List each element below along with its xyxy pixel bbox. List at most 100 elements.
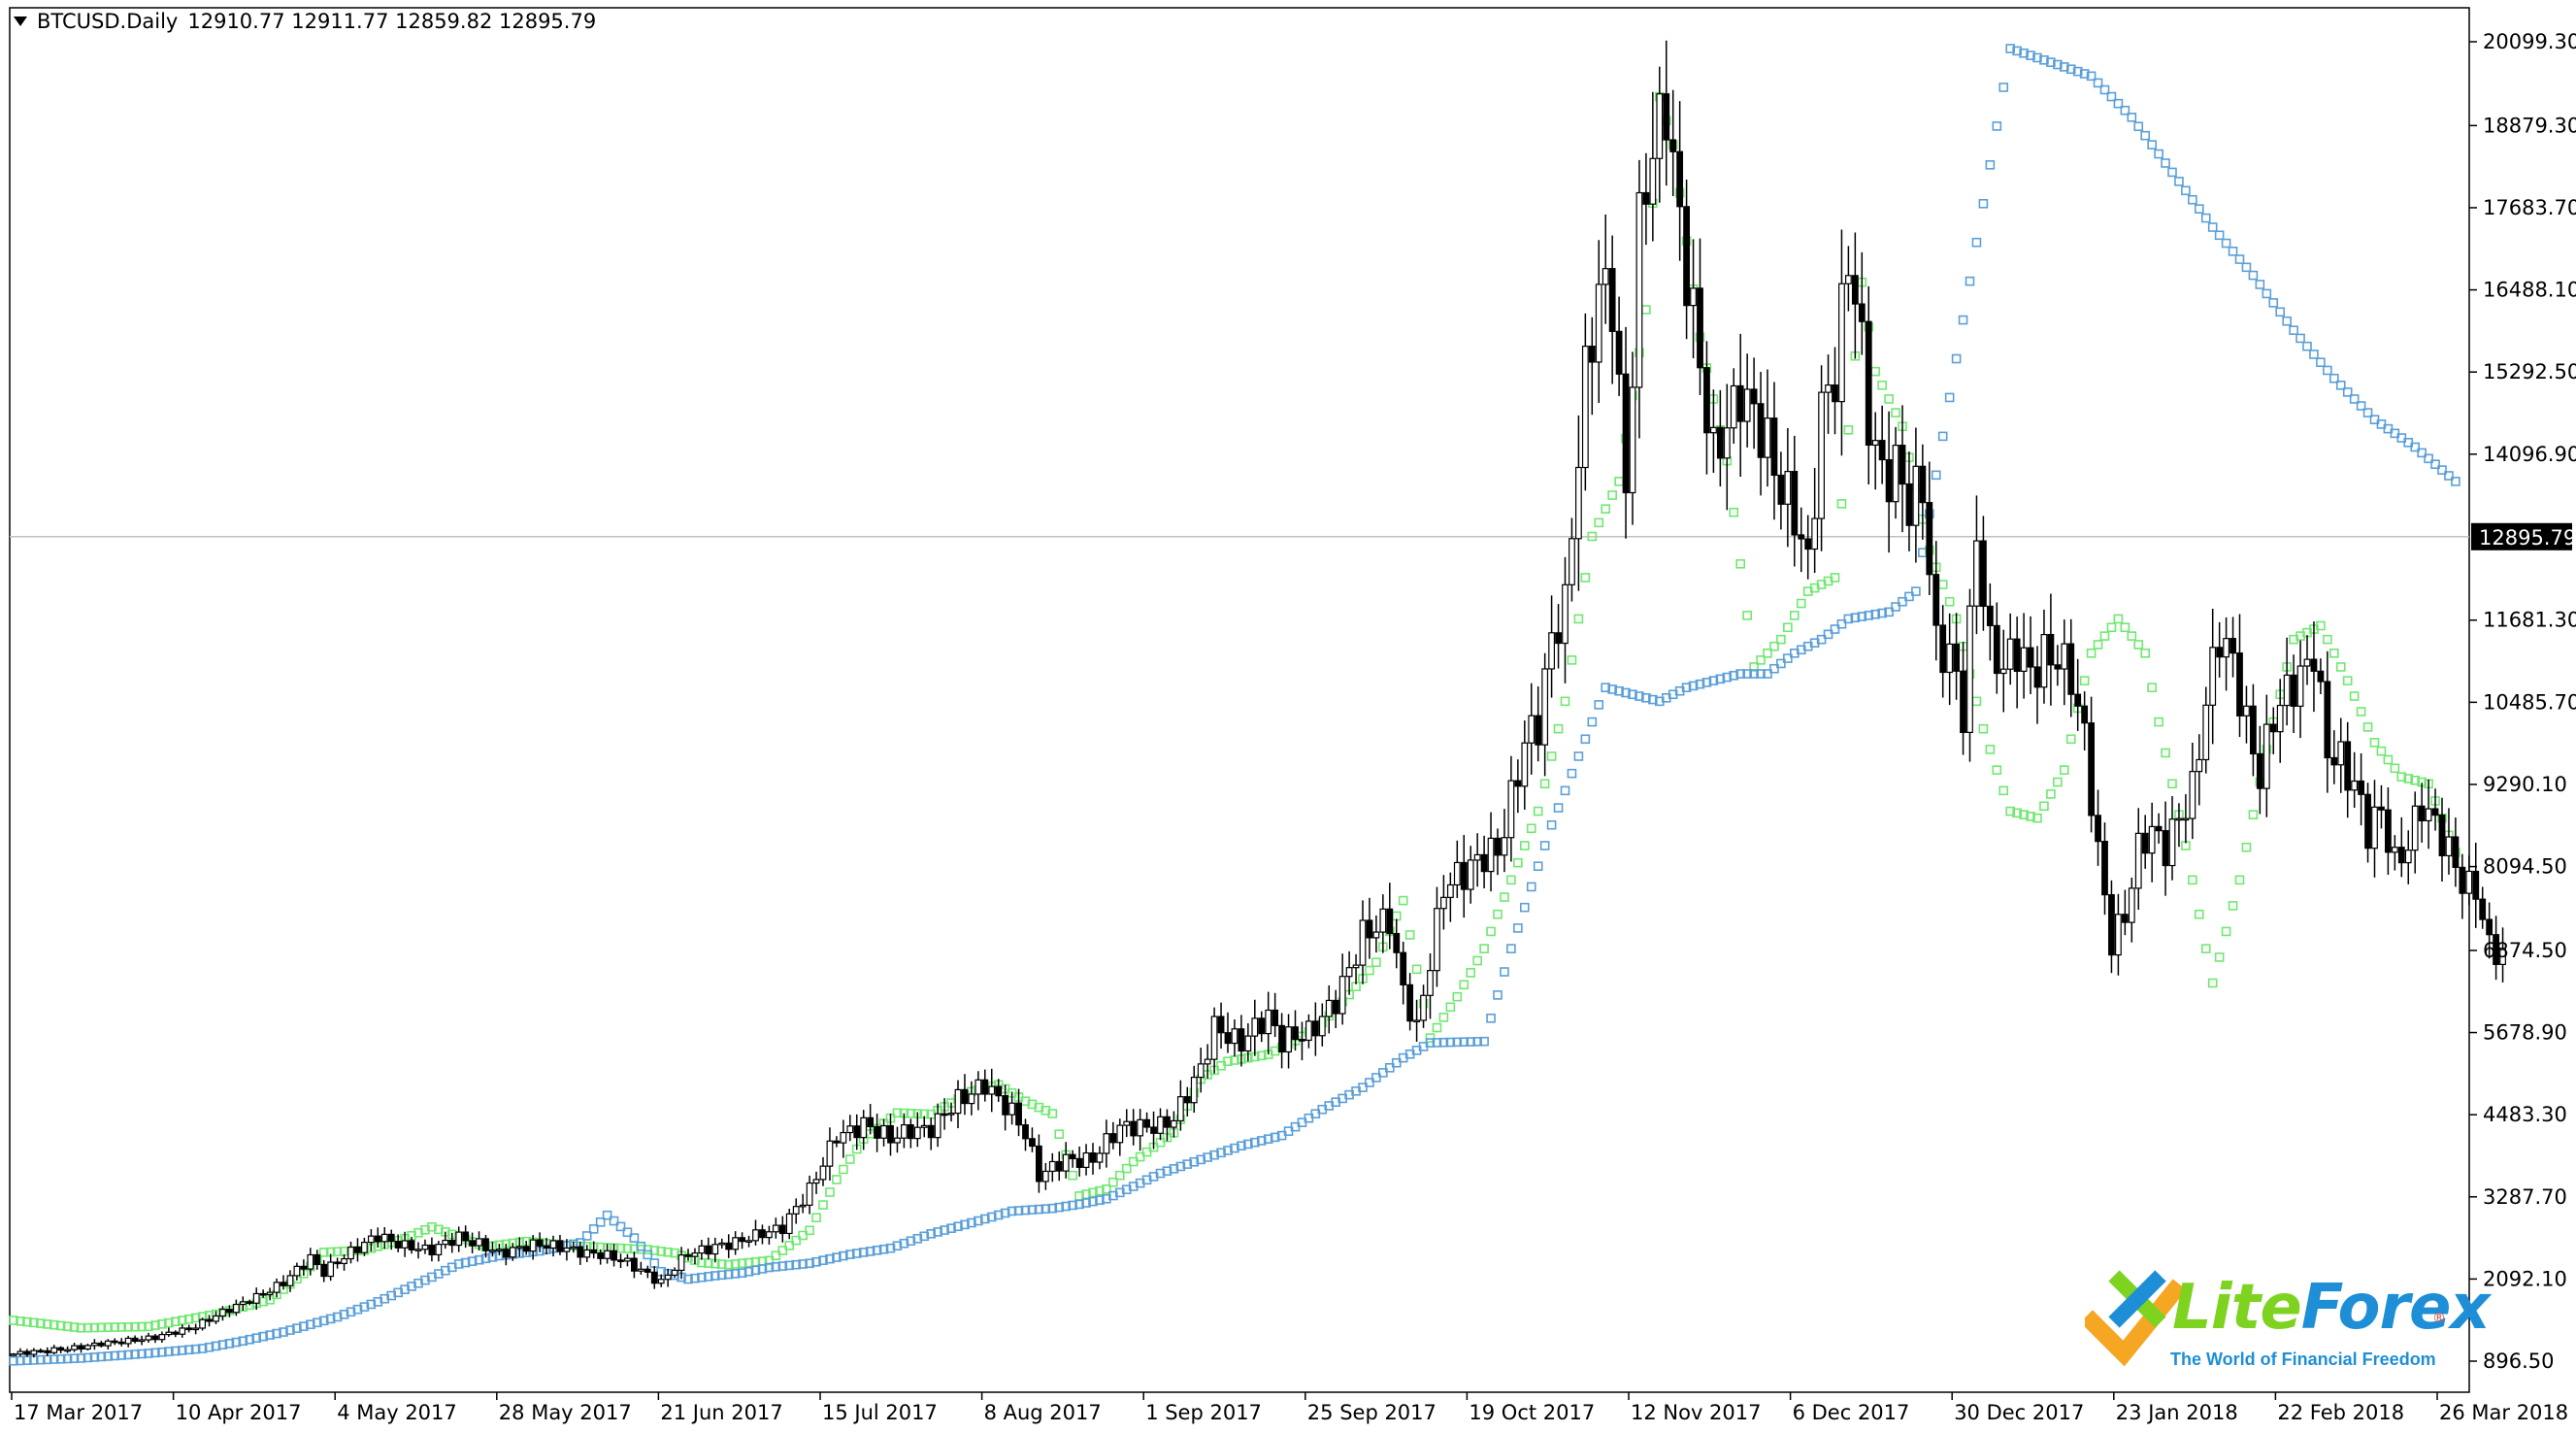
symbol-header[interactable]: BTCUSD.Daily 12910.77 12911.77 12859.82 … — [14, 10, 596, 33]
candle-body — [23, 1350, 31, 1355]
psar-bear-dot — [1971, 237, 1982, 248]
psar-bear-dot — [690, 1273, 700, 1283]
candle-body — [1953, 643, 1961, 672]
psar-bear-dot — [1601, 683, 1610, 692]
candle-body — [1629, 386, 1636, 494]
psar-bear-dot — [1708, 676, 1719, 685]
candle-body — [1574, 466, 1582, 540]
psar-bear-dot — [1466, 1037, 1475, 1047]
candle-body — [867, 1116, 875, 1128]
candle-body — [1939, 624, 1947, 674]
candle-body — [880, 1124, 887, 1139]
psar-bull-dot — [656, 1247, 667, 1256]
psar-bull-dot — [1776, 634, 1786, 645]
psar-bear-dot — [116, 1350, 126, 1360]
psar-bull-dot — [1601, 504, 1610, 514]
psar-bear-dot — [899, 1238, 909, 1249]
psar-bear-dot — [2093, 78, 2103, 88]
y-tick-label: 2092.10 — [2483, 1267, 2567, 1290]
candle-body — [1541, 668, 1549, 746]
psar-bull-dot — [427, 1221, 437, 1232]
candle-body — [2283, 674, 2291, 707]
candle-body — [1075, 1157, 1083, 1168]
candle-body — [1683, 206, 1691, 307]
psar-bear-dot — [2417, 448, 2427, 458]
x-tick-label: 17 Mar 2017 — [14, 1401, 143, 1424]
candle-body — [2479, 898, 2487, 920]
psar-bull-dot — [1500, 892, 1509, 902]
candle-body — [1265, 1009, 1272, 1035]
psar-bear-dot — [2207, 222, 2218, 232]
psar-bear-dot — [2188, 194, 2197, 205]
candle-body — [286, 1275, 294, 1286]
candle-body — [698, 1245, 706, 1254]
y-tick-label: 896.50 — [2483, 1350, 2554, 1373]
psar-bull-dot — [743, 1257, 754, 1268]
psar-bear-dot — [231, 1337, 242, 1348]
psar-bear-dot — [1472, 1037, 1482, 1047]
current-price-badge — [2471, 522, 2572, 550]
candle-body — [1096, 1152, 1104, 1163]
candle-body — [1130, 1120, 1138, 1137]
psar-bear-dot — [798, 1259, 808, 1269]
psar-bear-dot — [2262, 288, 2272, 299]
candle-body — [1690, 287, 1697, 307]
psar-bull-dot — [2026, 812, 2035, 821]
candle-body — [2067, 643, 2075, 695]
candle-body — [2074, 693, 2082, 707]
psar-bear-dot — [1681, 683, 1692, 692]
psar-bull-dot — [737, 1258, 747, 1269]
candle-body — [1555, 632, 1562, 645]
psar-bull-dot — [1438, 1013, 1449, 1022]
psar-bear-dot — [865, 1247, 875, 1256]
candle-body — [2006, 638, 2014, 670]
candle-body — [1730, 384, 1737, 429]
psar-bear-dot — [2349, 394, 2360, 404]
candle-body — [1494, 837, 1502, 856]
psar-bear-dot — [1500, 967, 1509, 977]
psar-bear-dot — [629, 1233, 640, 1243]
candle-body — [1804, 538, 1812, 550]
psar-bear-dot — [69, 1353, 80, 1364]
candle-body — [657, 1279, 665, 1284]
psar-bull-dot — [832, 1175, 842, 1184]
psar-bear-dot — [76, 1353, 86, 1363]
psar-bear-dot — [588, 1224, 599, 1234]
psar-bear-dot — [1937, 431, 1948, 442]
x-tick-label: 15 Jul 2017 — [822, 1401, 938, 1424]
candle-body — [2397, 847, 2405, 864]
candle-body — [2499, 948, 2506, 965]
candle-body — [812, 1179, 820, 1184]
psar-bear-dot — [1108, 1190, 1118, 1201]
psar-bull-dot — [2349, 691, 2360, 701]
psar-bull-dot — [1937, 580, 1948, 589]
psar-bear-dot — [1526, 882, 1536, 892]
psar-bull-dot — [2120, 622, 2130, 633]
candle-body — [252, 1292, 260, 1304]
psar-bear-dot — [1823, 629, 1833, 640]
psar-bull-dot — [1978, 723, 1989, 734]
candle-body — [732, 1237, 740, 1250]
candle-body — [17, 1350, 24, 1355]
collapse-triangle-icon[interactable] — [14, 17, 27, 26]
psar-bull-dot — [2316, 620, 2326, 631]
psar-bear-dot — [2437, 465, 2447, 475]
psar-bear-dot — [2133, 121, 2144, 132]
candle-body — [1932, 574, 1940, 626]
candle-body — [1858, 303, 1866, 322]
candle-body — [853, 1125, 861, 1139]
psar-bear-dot — [2106, 91, 2117, 102]
candle-body — [934, 1113, 941, 1139]
psar-bull-dot — [1790, 611, 1800, 620]
candle-body — [792, 1206, 800, 1215]
psar-bear-dot — [1445, 1037, 1456, 1048]
logo-lite: Lite — [2172, 1272, 2302, 1344]
psar-bear-dot — [764, 1262, 775, 1273]
candle-body — [806, 1182, 813, 1206]
candle-body — [1029, 1138, 1036, 1148]
candle-body — [50, 1347, 58, 1353]
candle-body — [1703, 367, 1710, 434]
psar-bear-dot — [1034, 1204, 1044, 1215]
candle-body — [1311, 1020, 1319, 1037]
